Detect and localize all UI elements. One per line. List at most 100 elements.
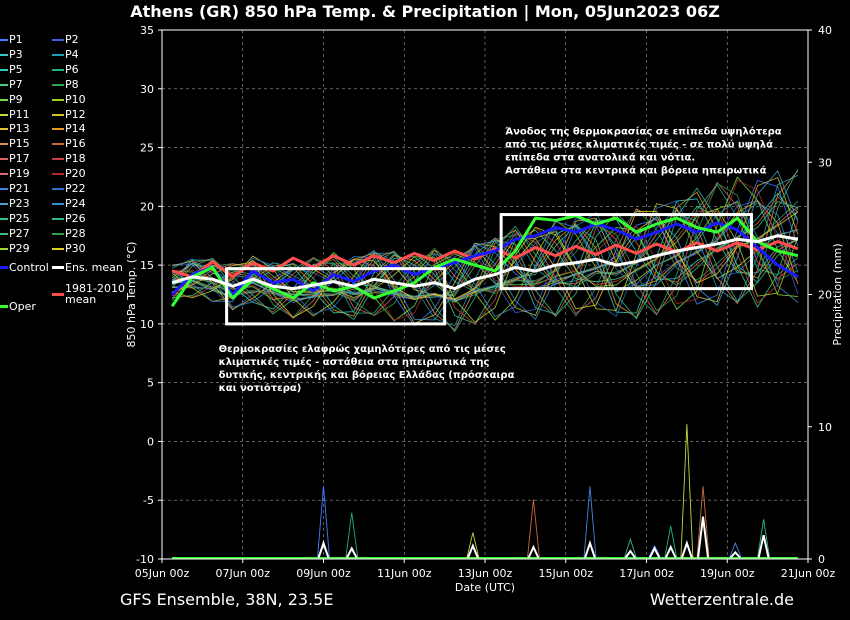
legend-item-p6: P6 bbox=[52, 63, 79, 77]
annotation-text-2: επίπεδα στα ανατολικά και νότια. bbox=[505, 152, 695, 164]
y2-axis-label: Precipitation (mm) bbox=[831, 243, 844, 345]
annotation-text-1: δυτικής, κεντρικής και βόρειας Ελλάδας (… bbox=[219, 369, 515, 381]
precip-member-spike bbox=[345, 512, 359, 559]
legend-label: P1 bbox=[9, 33, 23, 46]
legend-label: P27 bbox=[9, 226, 30, 240]
legend-item-p14: P14 bbox=[52, 122, 86, 136]
site-name: Wetterzentrale.de bbox=[649, 590, 794, 609]
precip-mean-spike bbox=[466, 543, 479, 559]
legend-swatch bbox=[0, 158, 8, 161]
precip-mean-spike bbox=[648, 546, 661, 559]
legend-label: P10 bbox=[65, 92, 86, 106]
legend-swatch bbox=[0, 143, 8, 146]
x-tick-label: 09Jun 00z bbox=[296, 567, 351, 580]
legend-item-p13: P13 bbox=[0, 122, 30, 136]
legend-item-p19: P19 bbox=[0, 167, 30, 181]
precip-mean-spike bbox=[345, 546, 358, 559]
legend-item-p2: P2 bbox=[52, 33, 79, 47]
legend-item-p26: P26 bbox=[52, 212, 86, 226]
member-line-p1 bbox=[171, 179, 799, 327]
legend-label: P23 bbox=[9, 196, 30, 210]
x-tick-label: 17Jun 00z bbox=[619, 567, 674, 580]
main-series-lines bbox=[170, 214, 799, 308]
legend-swatch bbox=[0, 128, 8, 131]
legend-item-p18: P18 bbox=[52, 152, 86, 166]
precip-member-spike bbox=[466, 532, 480, 559]
x-tick-label: 05Jun 00z bbox=[135, 567, 190, 580]
legend-label: P18 bbox=[65, 152, 86, 166]
x-tick-label: 13Jun 00z bbox=[458, 567, 513, 580]
legend-label: P24 bbox=[65, 196, 86, 210]
legend-item-p7: P7 bbox=[0, 78, 23, 92]
legend-item-p8: P8 bbox=[52, 78, 79, 92]
y-axis-label: 850 hPa Temp. (°C) bbox=[125, 242, 138, 348]
member-line-p4 bbox=[171, 174, 799, 327]
precip-mean-spike bbox=[317, 539, 330, 559]
legend-label: P21 bbox=[9, 182, 30, 195]
legend-item-p9: P9 bbox=[0, 93, 23, 107]
y2-tick-label: 10 bbox=[818, 421, 832, 434]
legend-swatch bbox=[52, 232, 64, 235]
member-line-p13 bbox=[171, 200, 799, 317]
legend-item-p29: P29 bbox=[0, 242, 30, 256]
y-tick-label: 35 bbox=[140, 24, 154, 37]
legend-item-ens-mean: Ens. mean bbox=[52, 261, 123, 275]
annotation-text-1: Θερμοκρασίες ελαφρώς χαμηλότερες από τις… bbox=[219, 343, 506, 355]
precip-mean-spike bbox=[527, 544, 540, 559]
precip-mean-spike bbox=[664, 544, 677, 559]
legend-swatch bbox=[0, 217, 8, 220]
legend-label: P13 bbox=[9, 122, 30, 136]
legend-swatch bbox=[52, 39, 64, 41]
legend-swatch bbox=[0, 188, 8, 190]
legend-label: P28 bbox=[65, 226, 86, 240]
legend-label: P25 bbox=[9, 211, 30, 225]
legend-item-p27: P27 bbox=[0, 227, 30, 241]
legend-item-p30: P30 bbox=[52, 242, 86, 256]
y2-tick-label: 20 bbox=[818, 289, 832, 302]
legend-item-p21: P21 bbox=[0, 182, 30, 196]
y-tick-label: 0 bbox=[147, 435, 154, 448]
legend-swatch bbox=[52, 83, 64, 86]
annotation-text-2: από τις μέσες κλιματικές τιμές - σε πολύ… bbox=[505, 139, 773, 151]
legend-item-p15: P15 bbox=[0, 137, 30, 151]
legend-item-p3: P3 bbox=[0, 48, 23, 62]
precip-member-spike bbox=[664, 525, 678, 559]
x-tick-label: 21Jun 00z bbox=[781, 567, 836, 580]
legend-swatch bbox=[52, 266, 64, 270]
legend-swatch bbox=[0, 68, 8, 71]
axes: 05Jun 00z 07Jun 00z 09Jun 00z 11Jun 00z 13Ju… bbox=[125, 24, 844, 594]
legend-label: P17 bbox=[9, 152, 30, 166]
member-line-p23 bbox=[171, 170, 799, 321]
member-line-p14 bbox=[172, 191, 799, 318]
legend-label: P6 bbox=[65, 62, 79, 76]
precip-member-spike bbox=[696, 486, 710, 559]
legend-label: P30 bbox=[65, 241, 86, 255]
precip-mean-spike bbox=[697, 516, 710, 559]
x-tick-label: 07Jun 00z bbox=[216, 567, 271, 580]
precipitation-bars bbox=[172, 424, 798, 559]
y2-tick-label: 0 bbox=[818, 553, 825, 566]
y-tick-label: 25 bbox=[140, 142, 154, 155]
y-tick-label: 20 bbox=[140, 200, 154, 213]
legend-label: P29 bbox=[9, 241, 30, 255]
legend-swatch bbox=[52, 53, 64, 56]
series-line-ens-mean bbox=[171, 234, 799, 291]
grid bbox=[162, 30, 808, 559]
legend-label: P3 bbox=[9, 47, 23, 61]
precip-mean-spike bbox=[680, 539, 693, 559]
y2-tick-label: 40 bbox=[818, 24, 832, 37]
legend-item-p28: P28 bbox=[52, 227, 86, 241]
legend-swatch bbox=[52, 292, 64, 296]
member-line-p16 bbox=[171, 196, 799, 318]
legend-label: P11 bbox=[9, 107, 30, 121]
legend-swatch bbox=[52, 143, 64, 146]
y-tick-label: 10 bbox=[140, 318, 154, 331]
precip-mean-spike bbox=[624, 549, 637, 559]
y-tick-label: -10 bbox=[136, 553, 154, 566]
legend-item-p16: P16 bbox=[52, 137, 86, 151]
legend-label: P20 bbox=[65, 167, 86, 181]
legend-swatch bbox=[0, 53, 8, 56]
precip-member-spike bbox=[623, 537, 637, 559]
legend-item-p10: P10 bbox=[52, 93, 86, 107]
legend-swatch bbox=[52, 202, 64, 205]
